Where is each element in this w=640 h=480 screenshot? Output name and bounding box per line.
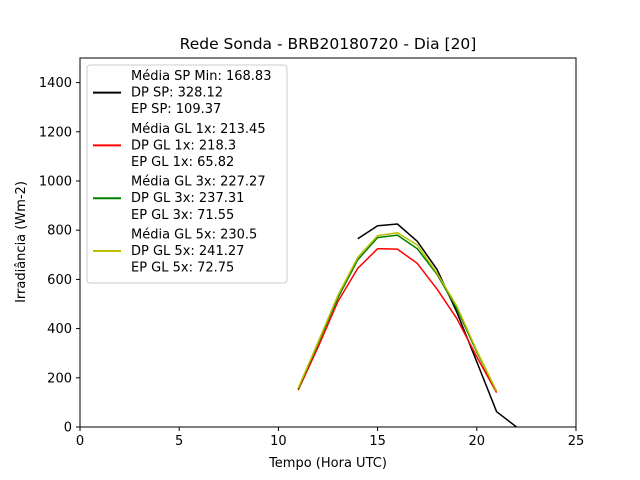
legend-entry-text: DP GL 3x: 237.31 [131,191,244,206]
y-tick-label: 0 [64,421,72,436]
y-tick-label: 600 [47,273,72,288]
series-line-4 [297,231,498,392]
y-tick-label: 1000 [39,175,72,190]
legend-entry-text: Média GL 1x: 213.45 [131,122,266,137]
legend-entry-text: Média GL 5x: 230.5 [131,227,257,242]
legend-entry-text: DP SP: 328.12 [131,86,223,101]
y-tick-label: 400 [47,322,72,337]
y-tick-label: 1200 [39,125,72,140]
chart-title: Rede Sonda - BRB20180720 - Dia [20] [180,35,477,53]
x-tick-label: 10 [270,434,287,449]
legend-entry-text: EP SP: 109.37 [131,102,221,117]
y-tick-label: 800 [47,224,72,239]
series-line-2 [297,247,498,393]
legend-entry-text: DP GL 5x: 241.27 [131,244,244,259]
legend-entry-text: EP GL 3x: 71.55 [131,208,234,223]
x-tick-label: 15 [369,434,386,449]
legend-entry-text: EP GL 1x: 65.82 [131,155,234,170]
y-tick-label: 200 [47,371,72,386]
series-line-1 [357,223,517,427]
legend-entry-text: Média SP Min: 168.83 [131,69,271,84]
x-tick-label: 25 [568,434,585,449]
series-line-3 [297,234,498,392]
x-tick-label: 0 [76,434,84,449]
legend-box [86,64,288,284]
y-tick-label: 1400 [39,76,72,91]
legend-entry-text: Média GL 3x: 227.27 [131,175,266,190]
x-tick-label: 5 [175,434,183,449]
x-axis-label: Tempo (Hora UTC) [268,456,387,471]
y-axis-label: Irradiância (Wm-2) [14,181,29,303]
plot-area-frame [79,57,577,428]
x-tick-label: 20 [469,434,486,449]
legend-entry-text: EP GL 5x: 72.75 [131,261,234,276]
legend-entry-text: DP GL 1x: 218.3 [131,138,236,153]
